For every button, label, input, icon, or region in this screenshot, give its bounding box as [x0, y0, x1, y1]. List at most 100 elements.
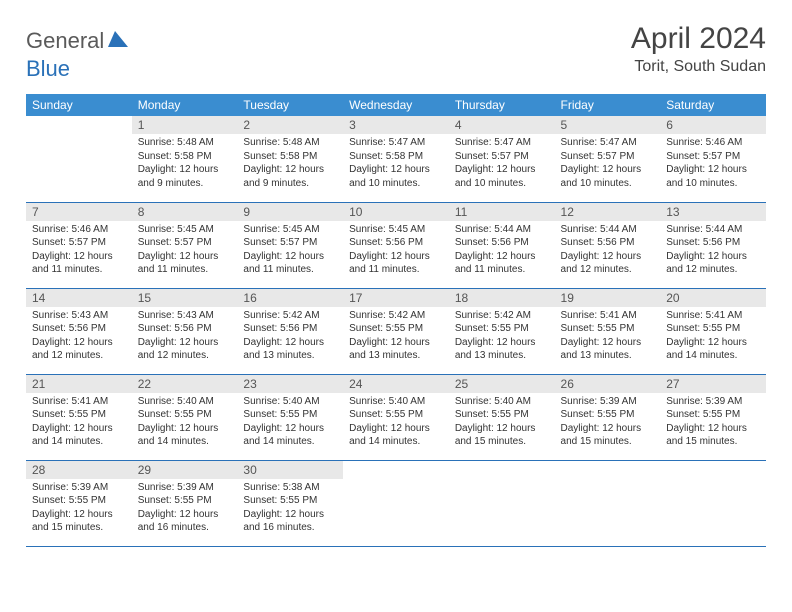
day-details: Sunrise: 5:41 AMSunset: 5:55 PMDaylight:… [26, 393, 132, 453]
calendar-day-cell: 20Sunrise: 5:41 AMSunset: 5:55 PMDayligh… [660, 288, 766, 374]
day-number: 18 [449, 289, 555, 307]
day-details: Sunrise: 5:42 AMSunset: 5:56 PMDaylight:… [237, 307, 343, 367]
calendar-day-cell [343, 460, 449, 546]
calendar-day-cell [555, 460, 661, 546]
day-details: Sunrise: 5:40 AMSunset: 5:55 PMDaylight:… [132, 393, 238, 453]
calendar-day-cell: 29Sunrise: 5:39 AMSunset: 5:55 PMDayligh… [132, 460, 238, 546]
day-number: 14 [26, 289, 132, 307]
day-number: 16 [237, 289, 343, 307]
day-number: 7 [26, 203, 132, 221]
calendar-day-cell: 24Sunrise: 5:40 AMSunset: 5:55 PMDayligh… [343, 374, 449, 460]
day-header: Thursday [449, 94, 555, 116]
day-number [555, 461, 661, 465]
calendar-day-cell: 6Sunrise: 5:46 AMSunset: 5:57 PMDaylight… [660, 116, 766, 202]
calendar-week-row: 21Sunrise: 5:41 AMSunset: 5:55 PMDayligh… [26, 374, 766, 460]
calendar-day-cell: 9Sunrise: 5:45 AMSunset: 5:57 PMDaylight… [237, 202, 343, 288]
day-details: Sunrise: 5:40 AMSunset: 5:55 PMDaylight:… [237, 393, 343, 453]
day-details: Sunrise: 5:41 AMSunset: 5:55 PMDaylight:… [555, 307, 661, 367]
day-number: 28 [26, 461, 132, 479]
day-number: 25 [449, 375, 555, 393]
calendar-day-cell: 13Sunrise: 5:44 AMSunset: 5:56 PMDayligh… [660, 202, 766, 288]
day-number: 29 [132, 461, 238, 479]
day-number: 3 [343, 116, 449, 134]
day-details: Sunrise: 5:44 AMSunset: 5:56 PMDaylight:… [660, 221, 766, 281]
day-number: 27 [660, 375, 766, 393]
calendar-week-row: 7Sunrise: 5:46 AMSunset: 5:57 PMDaylight… [26, 202, 766, 288]
day-details: Sunrise: 5:44 AMSunset: 5:56 PMDaylight:… [555, 221, 661, 281]
day-number: 19 [555, 289, 661, 307]
day-details: Sunrise: 5:38 AMSunset: 5:55 PMDaylight:… [237, 479, 343, 539]
day-details: Sunrise: 5:46 AMSunset: 5:57 PMDaylight:… [660, 134, 766, 194]
day-details: Sunrise: 5:39 AMSunset: 5:55 PMDaylight:… [132, 479, 238, 539]
day-number [26, 116, 132, 120]
calendar-day-cell: 21Sunrise: 5:41 AMSunset: 5:55 PMDayligh… [26, 374, 132, 460]
logo-word-1: General [26, 28, 104, 54]
day-number: 2 [237, 116, 343, 134]
day-header: Wednesday [343, 94, 449, 116]
calendar-day-cell: 2Sunrise: 5:48 AMSunset: 5:58 PMDaylight… [237, 116, 343, 202]
day-number [343, 461, 449, 465]
day-number: 9 [237, 203, 343, 221]
calendar-day-cell: 30Sunrise: 5:38 AMSunset: 5:55 PMDayligh… [237, 460, 343, 546]
day-number: 22 [132, 375, 238, 393]
day-details: Sunrise: 5:43 AMSunset: 5:56 PMDaylight:… [26, 307, 132, 367]
day-number: 6 [660, 116, 766, 134]
day-details: Sunrise: 5:45 AMSunset: 5:57 PMDaylight:… [237, 221, 343, 281]
calendar-day-cell: 4Sunrise: 5:47 AMSunset: 5:57 PMDaylight… [449, 116, 555, 202]
day-header: Tuesday [237, 94, 343, 116]
calendar-day-cell: 26Sunrise: 5:39 AMSunset: 5:55 PMDayligh… [555, 374, 661, 460]
day-number: 11 [449, 203, 555, 221]
day-details: Sunrise: 5:39 AMSunset: 5:55 PMDaylight:… [555, 393, 661, 453]
day-header: Friday [555, 94, 661, 116]
day-number: 24 [343, 375, 449, 393]
day-details: Sunrise: 5:41 AMSunset: 5:55 PMDaylight:… [660, 307, 766, 367]
day-details: Sunrise: 5:39 AMSunset: 5:55 PMDaylight:… [26, 479, 132, 539]
day-number: 10 [343, 203, 449, 221]
calendar-day-cell [26, 116, 132, 202]
day-number: 12 [555, 203, 661, 221]
day-details: Sunrise: 5:48 AMSunset: 5:58 PMDaylight:… [132, 134, 238, 194]
day-details: Sunrise: 5:45 AMSunset: 5:57 PMDaylight:… [132, 221, 238, 281]
calendar-day-cell: 17Sunrise: 5:42 AMSunset: 5:55 PMDayligh… [343, 288, 449, 374]
day-details: Sunrise: 5:48 AMSunset: 5:58 PMDaylight:… [237, 134, 343, 194]
day-details: Sunrise: 5:47 AMSunset: 5:57 PMDaylight:… [449, 134, 555, 194]
day-number: 1 [132, 116, 238, 134]
day-details: Sunrise: 5:42 AMSunset: 5:55 PMDaylight:… [449, 307, 555, 367]
calendar-day-cell: 25Sunrise: 5:40 AMSunset: 5:55 PMDayligh… [449, 374, 555, 460]
day-number: 8 [132, 203, 238, 221]
day-details: Sunrise: 5:40 AMSunset: 5:55 PMDaylight:… [343, 393, 449, 453]
day-details: Sunrise: 5:47 AMSunset: 5:57 PMDaylight:… [555, 134, 661, 194]
day-number: 5 [555, 116, 661, 134]
day-header: Saturday [660, 94, 766, 116]
calendar-day-cell: 3Sunrise: 5:47 AMSunset: 5:58 PMDaylight… [343, 116, 449, 202]
day-number: 15 [132, 289, 238, 307]
calendar-day-cell: 10Sunrise: 5:45 AMSunset: 5:56 PMDayligh… [343, 202, 449, 288]
day-number: 26 [555, 375, 661, 393]
calendar-day-cell: 23Sunrise: 5:40 AMSunset: 5:55 PMDayligh… [237, 374, 343, 460]
calendar-day-cell: 5Sunrise: 5:47 AMSunset: 5:57 PMDaylight… [555, 116, 661, 202]
day-details: Sunrise: 5:40 AMSunset: 5:55 PMDaylight:… [449, 393, 555, 453]
calendar-week-row: 1Sunrise: 5:48 AMSunset: 5:58 PMDaylight… [26, 116, 766, 202]
day-number: 23 [237, 375, 343, 393]
day-header-row: Sunday Monday Tuesday Wednesday Thursday… [26, 94, 766, 116]
logo-word-2: Blue [26, 56, 70, 81]
day-number: 20 [660, 289, 766, 307]
day-number: 4 [449, 116, 555, 134]
day-header: Monday [132, 94, 238, 116]
calendar-day-cell: 19Sunrise: 5:41 AMSunset: 5:55 PMDayligh… [555, 288, 661, 374]
day-number [660, 461, 766, 465]
calendar-day-cell: 12Sunrise: 5:44 AMSunset: 5:56 PMDayligh… [555, 202, 661, 288]
day-details: Sunrise: 5:45 AMSunset: 5:56 PMDaylight:… [343, 221, 449, 281]
day-details: Sunrise: 5:39 AMSunset: 5:55 PMDaylight:… [660, 393, 766, 453]
day-details: Sunrise: 5:46 AMSunset: 5:57 PMDaylight:… [26, 221, 132, 281]
calendar-day-cell: 15Sunrise: 5:43 AMSunset: 5:56 PMDayligh… [132, 288, 238, 374]
calendar-day-cell: 14Sunrise: 5:43 AMSunset: 5:56 PMDayligh… [26, 288, 132, 374]
calendar-day-cell: 1Sunrise: 5:48 AMSunset: 5:58 PMDaylight… [132, 116, 238, 202]
day-details: Sunrise: 5:42 AMSunset: 5:55 PMDaylight:… [343, 307, 449, 367]
day-number: 17 [343, 289, 449, 307]
calendar-day-cell: 18Sunrise: 5:42 AMSunset: 5:55 PMDayligh… [449, 288, 555, 374]
calendar-table: Sunday Monday Tuesday Wednesday Thursday… [26, 94, 766, 547]
calendar-week-row: 14Sunrise: 5:43 AMSunset: 5:56 PMDayligh… [26, 288, 766, 374]
calendar-day-cell: 16Sunrise: 5:42 AMSunset: 5:56 PMDayligh… [237, 288, 343, 374]
logo: General [26, 22, 130, 54]
